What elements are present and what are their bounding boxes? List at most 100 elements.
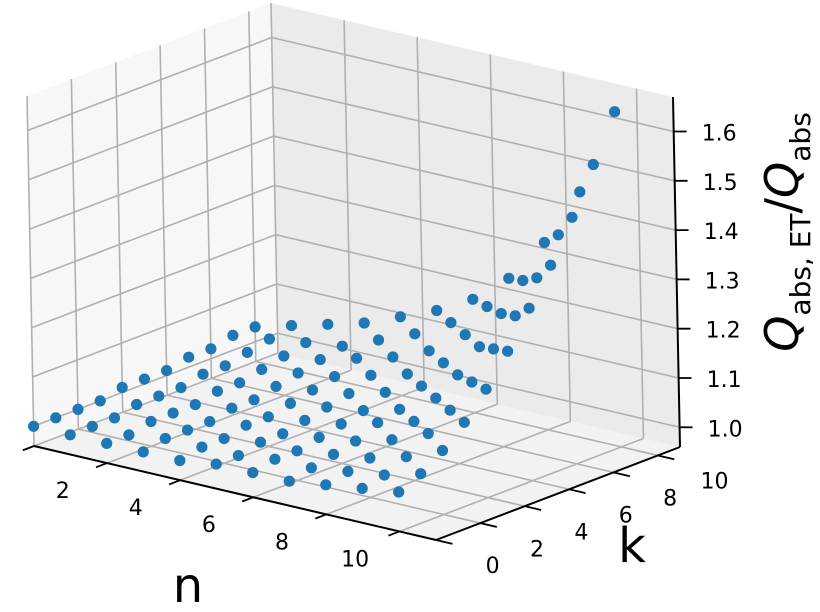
grid-line-y-left bbox=[203, 28, 213, 379]
data-point bbox=[415, 380, 428, 392]
data-point bbox=[248, 394, 260, 406]
z-label-num-sub: abs, ET bbox=[784, 213, 817, 316]
data-point bbox=[232, 450, 244, 462]
z-label-num-main: Q bbox=[755, 316, 809, 352]
left-pane bbox=[27, 3, 278, 446]
data-point bbox=[467, 293, 479, 305]
grid-line-x-floor bbox=[399, 437, 644, 533]
tick-marks bbox=[22, 130, 693, 545]
data-point bbox=[445, 317, 457, 329]
z-label-den-main: Q bbox=[755, 162, 809, 198]
data-point bbox=[458, 416, 470, 428]
data-point bbox=[50, 412, 62, 424]
data-point bbox=[358, 317, 370, 329]
data-point bbox=[415, 468, 427, 480]
data-point bbox=[64, 429, 76, 441]
grid-line-y-left bbox=[159, 45, 168, 396]
data-point bbox=[481, 300, 493, 313]
data-point bbox=[94, 395, 106, 407]
data-point bbox=[86, 420, 98, 432]
data-point bbox=[300, 337, 312, 349]
data-point bbox=[327, 448, 340, 460]
data-point bbox=[444, 404, 456, 416]
data-point bbox=[372, 417, 384, 429]
grid-line-y-left bbox=[114, 62, 124, 413]
z-tick-label: 1.5 bbox=[703, 171, 738, 196]
grid-line-x-floor bbox=[326, 420, 571, 516]
grid-line-x-back bbox=[562, 71, 572, 422]
grid-line-x-back bbox=[416, 37, 425, 388]
data-point bbox=[131, 398, 143, 411]
y-tick-label: 2 bbox=[530, 537, 544, 562]
data-point bbox=[408, 415, 420, 427]
data-point bbox=[159, 432, 171, 445]
grid-line-z-left bbox=[29, 135, 274, 230]
data-point bbox=[320, 479, 332, 491]
data-point bbox=[393, 486, 405, 498]
z-tick-label: 1.0 bbox=[708, 417, 743, 442]
grid-line-x-back bbox=[270, 2, 279, 354]
data-point bbox=[351, 352, 363, 364]
z-axis-label: Qabs, ET/Qabs bbox=[755, 112, 817, 352]
grid-line-y-floor bbox=[255, 360, 659, 457]
svg-text:Qabs, ET/Qabs: Qabs, ET/Qabs bbox=[755, 112, 817, 352]
data-point bbox=[305, 462, 317, 474]
tick-labels: 024681002468101.01.11.21.31.41.51.6 bbox=[56, 122, 743, 580]
data-point bbox=[101, 437, 113, 449]
y-tick-label: 6 bbox=[619, 504, 633, 529]
y-tick-mark bbox=[613, 471, 631, 478]
data-point bbox=[552, 229, 564, 241]
z-tick-label: 1.4 bbox=[704, 220, 739, 245]
data-point bbox=[299, 414, 311, 426]
data-point bbox=[545, 259, 557, 271]
x-tick-mark bbox=[95, 462, 108, 469]
data-point bbox=[204, 416, 216, 428]
data-point bbox=[343, 388, 355, 400]
data-point bbox=[108, 412, 121, 424]
data-point bbox=[487, 343, 500, 355]
x-tick-mark bbox=[22, 445, 35, 452]
x-axis-label: n bbox=[173, 558, 203, 612]
x-tick-label: 8 bbox=[275, 530, 289, 555]
data-point bbox=[394, 311, 406, 323]
data-point bbox=[116, 381, 128, 394]
data-point bbox=[240, 419, 252, 431]
data-point bbox=[285, 320, 298, 332]
y-tick-mark bbox=[480, 522, 498, 528]
data-point bbox=[218, 433, 230, 445]
data-point bbox=[357, 405, 369, 417]
data-point bbox=[174, 454, 186, 467]
data-point bbox=[430, 392, 442, 404]
y-tick-label: 4 bbox=[574, 520, 588, 545]
grid-line-z-back bbox=[275, 233, 678, 330]
data-point bbox=[153, 390, 165, 402]
data-point bbox=[321, 401, 333, 413]
data-point bbox=[291, 445, 303, 457]
data-point bbox=[473, 341, 486, 353]
data-point bbox=[459, 329, 471, 341]
grid-line-z-left bbox=[28, 86, 273, 181]
data-point bbox=[431, 304, 443, 317]
data-point bbox=[436, 444, 449, 457]
data-point bbox=[400, 451, 412, 463]
data-point bbox=[167, 407, 179, 419]
grid-line-z-back bbox=[272, 86, 675, 182]
z-tick-label: 1.3 bbox=[705, 269, 740, 294]
data-point bbox=[509, 310, 521, 322]
data-point bbox=[181, 424, 194, 436]
grid-line-z-left bbox=[27, 36, 272, 132]
grid-line-y-left bbox=[26, 95, 35, 447]
data-point bbox=[372, 334, 385, 346]
data-point bbox=[409, 328, 421, 340]
data-point bbox=[219, 360, 231, 372]
grid-lines bbox=[26, 2, 680, 541]
data-point bbox=[189, 399, 201, 411]
data-point bbox=[27, 420, 40, 432]
grid-line-z-left bbox=[31, 233, 276, 329]
data-point bbox=[183, 351, 195, 363]
data-point bbox=[387, 351, 399, 363]
data-point bbox=[175, 382, 187, 394]
grid-line-y-floor bbox=[78, 428, 481, 524]
grid-line-z-back bbox=[276, 283, 679, 379]
z-tick-label: 1.6 bbox=[702, 122, 737, 147]
